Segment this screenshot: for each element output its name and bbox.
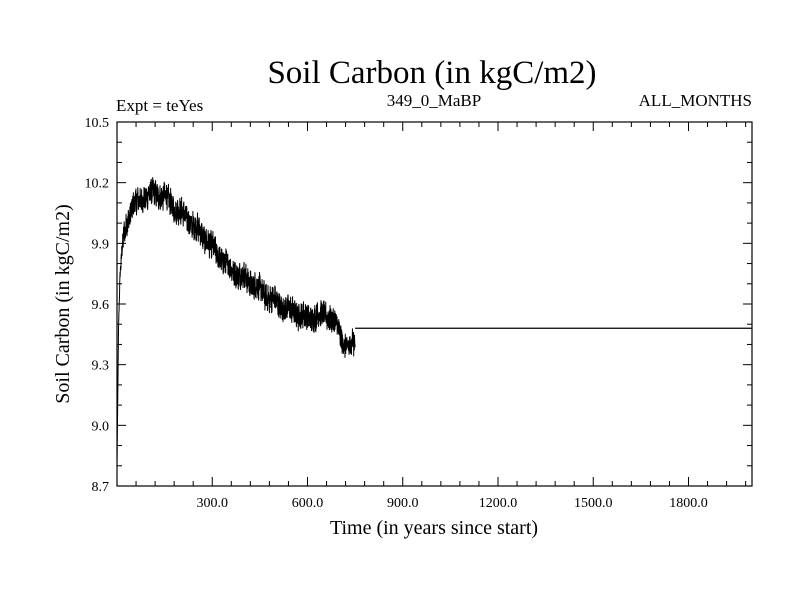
x-tick-label: 300.0: [197, 496, 229, 511]
x-tick-label: 1200.0: [479, 496, 518, 511]
plot-frame: [116, 121, 753, 487]
subtitle-months: ALL_MONTHS: [639, 91, 752, 110]
subtitle-experiment: Expt = teYes: [116, 96, 203, 115]
tick-layer: 300.0 600.0 900.0 1200.0 1500.0 1800.0 8.7 9.0 9…: [85, 116, 752, 511]
y-tick-label: 9.3: [92, 359, 110, 374]
series-line-soil-carbon: [116, 176, 356, 466]
y-tick-label: 10.2: [85, 177, 110, 192]
y-tick-label: 8.7: [92, 480, 110, 495]
x-tick-label: 900.0: [387, 496, 419, 511]
x-axis-label: Time (in years since start): [330, 517, 538, 539]
y-tick-label: 9.9: [92, 237, 110, 252]
x-tick-label: 600.0: [292, 496, 324, 511]
y-tick-label: 9.0: [92, 419, 110, 434]
subtitle-period: 349_0_MaBP: [387, 91, 481, 110]
chart-title: Soil Carbon (in kgC/m2): [267, 55, 596, 91]
series-layer: [116, 176, 752, 466]
y-tick-label: 10.5: [85, 116, 110, 131]
x-tick-label: 1500.0: [574, 496, 613, 511]
y-tick-label: 9.6: [92, 298, 110, 313]
x-tick-label: 1800.0: [669, 496, 708, 511]
y-axis-label: Soil Carbon (in kgC/m2): [52, 204, 74, 403]
